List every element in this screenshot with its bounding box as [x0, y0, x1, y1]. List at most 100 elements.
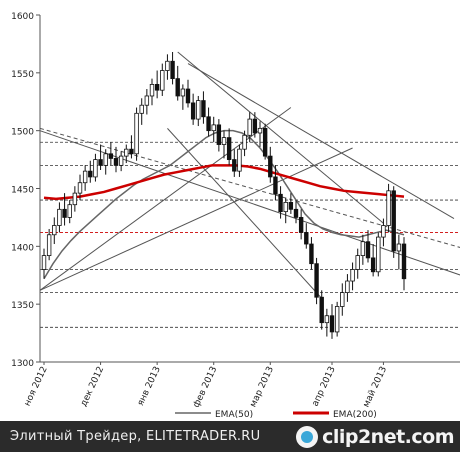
candle-body [165, 60, 170, 71]
candle-body [386, 190, 391, 226]
candle-body [350, 269, 355, 282]
candle-body [365, 241, 371, 259]
x-tick-label: ноя 2012 [23, 365, 50, 408]
trend-line [167, 128, 323, 299]
trend-line [39, 107, 292, 291]
candle-body [304, 232, 309, 245]
y-tick-label: 1350 [11, 301, 34, 311]
ema200-line [43, 164, 405, 201]
candle-body [298, 217, 304, 233]
candle-body [319, 296, 324, 324]
y-tick-label: 1450 [11, 186, 34, 196]
candle-body [391, 190, 396, 252]
x-tick-label: фев 2013 [192, 365, 220, 409]
candle-body [160, 70, 165, 91]
candle-body [129, 148, 134, 155]
candle-body [221, 137, 227, 145]
candle-body [206, 116, 211, 132]
candle-body [144, 95, 150, 106]
trend-line [177, 51, 384, 224]
x-tick-label: мар 2013 [248, 365, 276, 409]
x-tick-label: янв 2013 [136, 365, 163, 408]
candle-body [242, 134, 247, 150]
candle-body [77, 182, 83, 194]
candle-body [370, 257, 376, 273]
candle-body [67, 204, 72, 218]
candle-body [211, 124, 216, 132]
candle-body [360, 241, 366, 256]
candle-body [257, 127, 263, 134]
price-chart: 1300 1350 1400 1450 1500 1550 1600 ноя 2012 дек … [11, 12, 460, 420]
x-tick-label: дек 2012 [79, 365, 106, 408]
candle-body [196, 100, 201, 120]
candle-body [149, 84, 155, 97]
candle-body [329, 315, 335, 333]
x-tick-label: май 2013 [362, 365, 390, 409]
candle-body [283, 201, 288, 213]
candle-body [46, 234, 52, 256]
candle-body [108, 153, 114, 159]
candle-body [103, 153, 108, 166]
candle-body [247, 118, 252, 136]
candle-body [170, 60, 175, 80]
candle-body [190, 102, 196, 120]
candle-body [82, 170, 88, 184]
candle-body [118, 155, 124, 166]
y-tick-label: 1600 [11, 12, 34, 22]
candle-body [201, 100, 206, 118]
candle-body [288, 201, 294, 210]
footer-caption: Элитный Трейдер, ELITETRADER.RU [10, 429, 261, 444]
candle-body [98, 159, 103, 166]
trend-line [39, 147, 353, 291]
y-tick-label: 1500 [11, 128, 34, 138]
candle-body [52, 225, 57, 236]
candle-body [113, 158, 119, 166]
candle-body [376, 236, 381, 273]
candle-body [334, 306, 340, 333]
candle-body [273, 176, 278, 195]
candle-body [216, 124, 222, 145]
candle-body [57, 208, 62, 226]
candle-body [124, 148, 129, 157]
candle-body [134, 112, 139, 155]
trend-line [39, 127, 460, 248]
candle-body [88, 170, 93, 178]
y-tick-label: 1300 [11, 359, 34, 369]
candle-body [180, 88, 186, 97]
legend-label: EMA(200) [333, 410, 377, 420]
candle-body [345, 280, 350, 293]
candle-body [72, 192, 78, 206]
candle-body [381, 225, 386, 238]
candle-body [278, 193, 283, 213]
candle-body [232, 159, 237, 172]
candle-body [268, 155, 273, 178]
x-tick-label: апр 2013 [311, 365, 338, 408]
candle-body [314, 263, 319, 298]
candle-body [139, 104, 144, 114]
candle-body [226, 137, 232, 160]
candle-body [62, 208, 67, 218]
candle-body [324, 315, 330, 324]
y-tick-label: 1400 [11, 243, 34, 253]
y-tick-label: 1550 [11, 70, 34, 80]
trend-line [187, 63, 455, 220]
trend-line [39, 130, 460, 276]
candle-body [154, 84, 160, 91]
clip2net-logo-icon [296, 425, 319, 448]
brand-logo[interactable]: clip2net.com [296, 424, 454, 449]
footer-bar: Элитный Трейдер, ELITETRADER.RU clip2net… [0, 421, 460, 452]
brand-text: clip2net.com [322, 425, 454, 448]
legend-label: EMA(50) [215, 410, 253, 420]
candle-body [93, 159, 98, 178]
candle-body [340, 292, 345, 307]
candle-body [401, 243, 407, 280]
candle-body [237, 148, 242, 172]
candle-body [355, 255, 360, 270]
candle-body [41, 255, 47, 270]
candle-body [252, 118, 258, 134]
candle-body [293, 208, 299, 218]
candle-body [175, 78, 180, 97]
candle-body [185, 88, 191, 104]
candle-body [396, 243, 402, 252]
